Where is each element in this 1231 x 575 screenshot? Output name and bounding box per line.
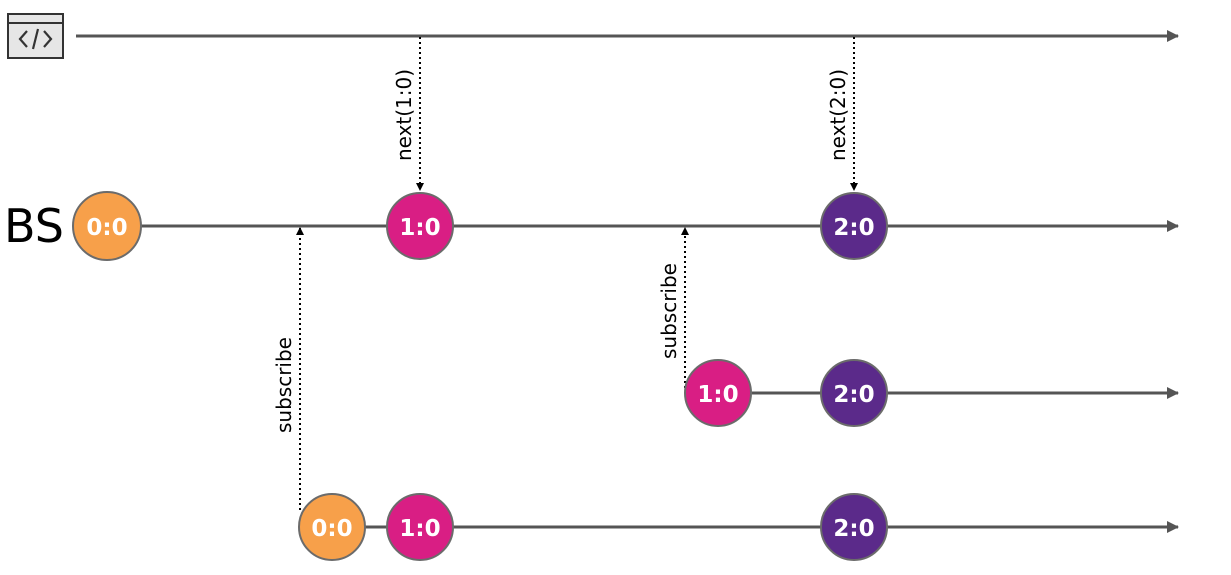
bs-marble-0-0: 0:0 bbox=[72, 191, 142, 261]
subject-label: BS bbox=[4, 199, 64, 253]
subscribe-2-label: subscribe bbox=[657, 263, 681, 359]
sub1-marble-2-0: 2:0 bbox=[820, 493, 888, 561]
bs-marble-2-0-label: 2:0 bbox=[833, 215, 874, 241]
sub1-marble-0-0: 0:0 bbox=[298, 493, 366, 561]
subscribe-1-label: subscribe bbox=[272, 337, 296, 433]
next-1-label: next(1:0) bbox=[392, 69, 416, 161]
bs-marble-1-0-label: 1:0 bbox=[399, 215, 440, 241]
sub1-marble-2-0-label: 2:0 bbox=[833, 516, 874, 542]
bs-marble-0-0-label: 0:0 bbox=[86, 215, 127, 241]
sub2-marble-2-0: 2:0 bbox=[820, 359, 888, 427]
sub2-marble-2-0-label: 2:0 bbox=[833, 382, 874, 408]
code-window-icon bbox=[7, 13, 64, 59]
sub1-marble-0-0-label: 0:0 bbox=[311, 516, 352, 542]
next-2-label: next(2:0) bbox=[826, 69, 850, 161]
sub2-marble-1-0-label: 1:0 bbox=[697, 382, 738, 408]
sub1-marble-1-0: 1:0 bbox=[386, 493, 454, 561]
bs-marble-2-0: 2:0 bbox=[820, 192, 888, 260]
bs-marble-1-0: 1:0 bbox=[386, 192, 454, 260]
sub2-marble-1-0: 1:0 bbox=[684, 359, 752, 427]
sub1-marble-1-0-label: 1:0 bbox=[399, 516, 440, 542]
